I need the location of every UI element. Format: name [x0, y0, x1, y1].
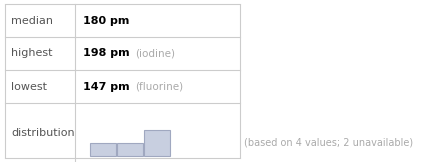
- Text: highest: highest: [11, 48, 52, 58]
- Bar: [144, 130, 170, 156]
- Text: 180 pm: 180 pm: [83, 16, 129, 25]
- Bar: [90, 143, 116, 156]
- Bar: [117, 143, 143, 156]
- Text: 147 pm: 147 pm: [83, 81, 129, 92]
- Text: lowest: lowest: [11, 81, 47, 92]
- Text: 198 pm: 198 pm: [83, 48, 129, 58]
- Text: (iodine): (iodine): [135, 48, 175, 58]
- Text: distribution: distribution: [11, 127, 75, 138]
- Text: median: median: [11, 16, 53, 25]
- Text: (fluorine): (fluorine): [135, 81, 183, 92]
- Text: (based on 4 values; 2 unavailable): (based on 4 values; 2 unavailable): [244, 137, 414, 147]
